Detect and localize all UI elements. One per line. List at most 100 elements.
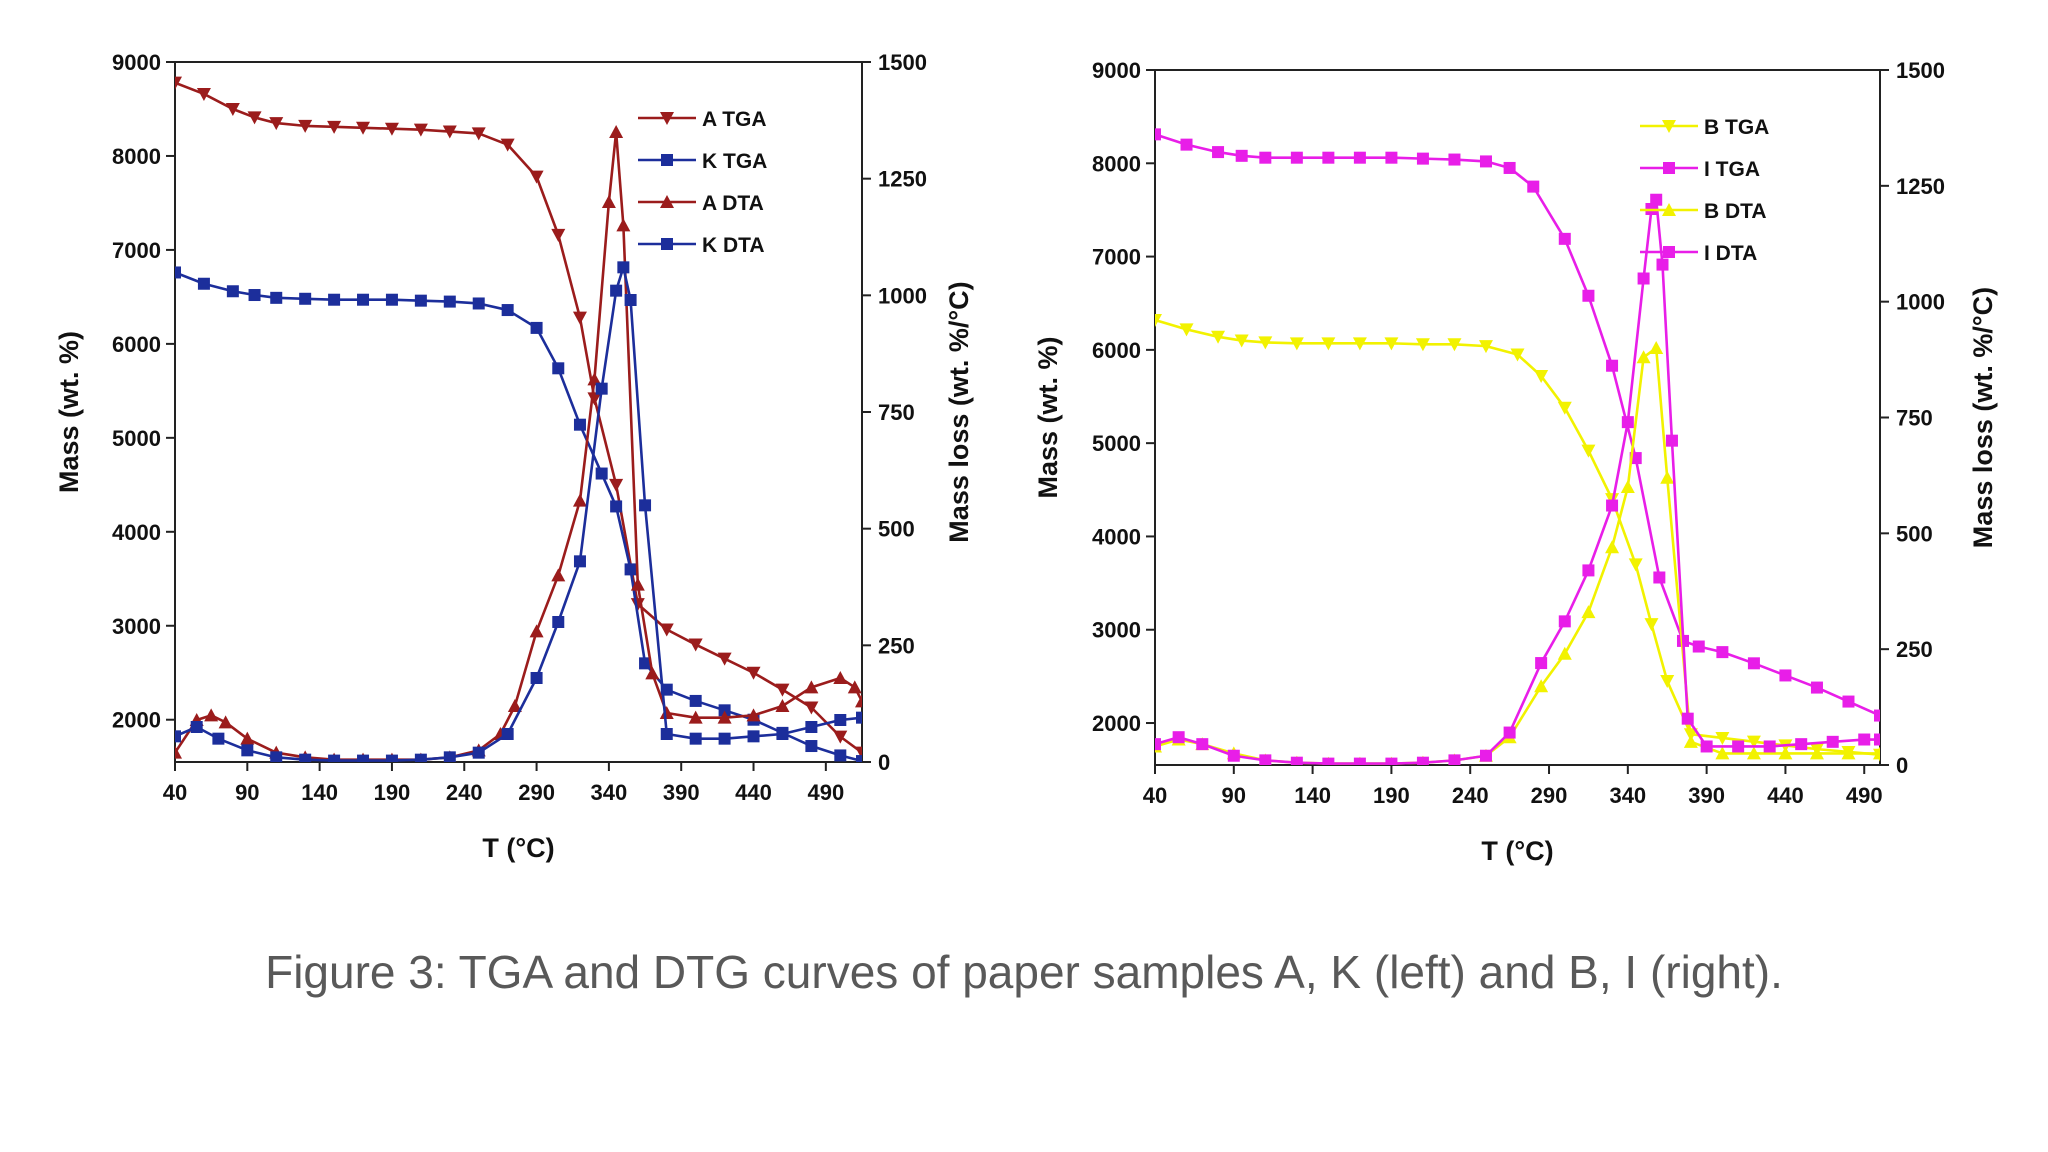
data-point-a-tga: [551, 228, 566, 242]
data-point-k-dta: [856, 711, 862, 724]
data-point-k-dta: [270, 751, 283, 762]
data-point-k-tga: [443, 295, 456, 308]
data-point-i-tga: [1527, 180, 1540, 193]
x-tick-label: 340: [591, 780, 628, 805]
data-point-k-tga: [270, 291, 283, 304]
y-tick-label: 2000: [1092, 711, 1141, 736]
y2-tick-label: 250: [1896, 637, 1933, 662]
data-point-i-dta: [1732, 740, 1745, 753]
data-point-b-dta: [1660, 470, 1675, 484]
data-point-a-tga: [659, 623, 674, 637]
y-tick-label: 4000: [112, 520, 161, 545]
data-point-a-dta: [240, 731, 255, 745]
data-point-a-dta: [630, 577, 645, 591]
legend-label-b-tga: B TGA: [1704, 116, 1769, 139]
data-point-b-tga: [1155, 314, 1162, 328]
y2-tick-label: 1500: [878, 50, 927, 75]
data-point-b-dta: [1778, 746, 1793, 760]
data-point-i-dta: [1172, 731, 1185, 744]
y-tick-label: 2000: [112, 708, 161, 733]
y-axis-label: Mass (wt. %): [54, 331, 84, 493]
x-tick-label: 140: [1294, 783, 1331, 808]
data-point-a-dta: [804, 680, 819, 694]
legend-label-i-dta: I DTA: [1704, 242, 1757, 265]
x-tick-label: 290: [1531, 783, 1568, 808]
data-point-a-tga: [413, 123, 428, 137]
data-point-k-dta: [501, 728, 514, 740]
data-point-i-dta: [1353, 757, 1366, 765]
y-tick-label: 7000: [1092, 245, 1141, 270]
data-point-i-tga: [1259, 151, 1272, 164]
data-point-k-dta: [624, 294, 637, 306]
data-point-a-dta: [855, 694, 862, 708]
y-tick-label: 5000: [1092, 431, 1141, 456]
data-point-k-tga: [689, 694, 702, 707]
data-point-k-tga: [639, 657, 652, 670]
data-point-k-tga: [328, 293, 341, 306]
data-point-k-tga: [385, 293, 398, 306]
data-point-k-tga: [573, 418, 586, 431]
data-point-k-tga: [610, 500, 623, 513]
data-point-a-dta: [847, 680, 862, 694]
data-point-i-dta: [1385, 757, 1398, 765]
chart-left: 40 90 140 190 240 290 340 390 440 490 2000 3000 4000…: [54, 50, 974, 863]
data-point-i-dta: [1558, 615, 1571, 628]
data-point-b-dta: [1683, 734, 1698, 748]
y-tick-label: 5000: [112, 426, 161, 451]
data-point-i-tga: [1582, 289, 1595, 302]
data-point-b-tga: [1628, 558, 1643, 572]
data-point-k-dta: [530, 672, 543, 684]
y2-tick-label: 1000: [878, 283, 927, 308]
x-tick-label: 90: [1222, 783, 1246, 808]
data-point-b-dta: [1809, 746, 1824, 760]
data-point-a-dta: [645, 666, 660, 680]
data-point-i-tga: [1716, 646, 1729, 659]
series-line-i-dta: [1155, 198, 1880, 765]
data-point-a-dta: [833, 671, 848, 684]
data-point-i-tga: [1385, 151, 1398, 164]
series-line-a-dta: [175, 130, 862, 761]
data-point-i-tga: [1322, 151, 1335, 164]
data-point-b-tga: [1211, 330, 1226, 344]
data-point-b-tga: [1415, 338, 1430, 352]
legend-marker-k-tga: [661, 154, 673, 166]
data-point-b-tga: [1660, 675, 1675, 689]
data-point-b-tga: [1352, 337, 1367, 351]
legend-label-k-tga: K TGA: [702, 150, 767, 173]
legend-label-b-dta: B DTA: [1704, 200, 1767, 223]
data-point-i-dta: [1637, 272, 1650, 285]
data-point-i-dta: [1322, 757, 1335, 765]
data-point-b-dta: [1605, 540, 1620, 554]
series-layer: [175, 76, 862, 762]
data-point-a-tga: [442, 125, 457, 139]
data-point-i-dta: [1155, 738, 1161, 751]
y-tick-label: 7000: [112, 238, 161, 263]
data-point-b-dta: [1620, 480, 1635, 493]
y2-tick-label: 1000: [1896, 290, 1945, 315]
y-tick-label: 6000: [112, 332, 161, 357]
data-point-k-dta: [241, 744, 254, 757]
y2-tick-label: 1250: [878, 167, 927, 192]
y-tick-label: 8000: [112, 144, 161, 169]
data-point-b-dta: [1873, 746, 1880, 760]
data-point-a-dta: [601, 195, 616, 208]
data-point-i-dta: [1290, 756, 1303, 765]
data-point-k-dta: [212, 732, 225, 745]
data-point-a-dta: [572, 493, 587, 507]
series-line-b-tga: [1155, 318, 1880, 757]
data-point-a-dta: [551, 568, 566, 582]
figure-caption: Figure 3: TGA and DTG curves of paper sa…: [265, 946, 1783, 998]
data-point-k-dta: [328, 754, 341, 762]
data-point-b-tga: [1746, 735, 1761, 749]
data-point-k-dta: [299, 753, 312, 762]
legend-marker-b-dta: [1662, 203, 1676, 216]
x-tick-label: 490: [807, 780, 844, 805]
data-point-a-dta: [688, 710, 703, 724]
legend: B TGA I TGA B DTA I DTA: [1640, 116, 1769, 265]
data-point-k-dta: [776, 728, 789, 740]
y2-axis-label: Mass loss (wt. %/°C): [944, 281, 974, 542]
data-point-k-tga: [856, 755, 862, 762]
data-point-b-tga: [1447, 338, 1462, 352]
data-point-i-tga: [1479, 155, 1492, 168]
x-tick-label: 440: [1767, 783, 1804, 808]
